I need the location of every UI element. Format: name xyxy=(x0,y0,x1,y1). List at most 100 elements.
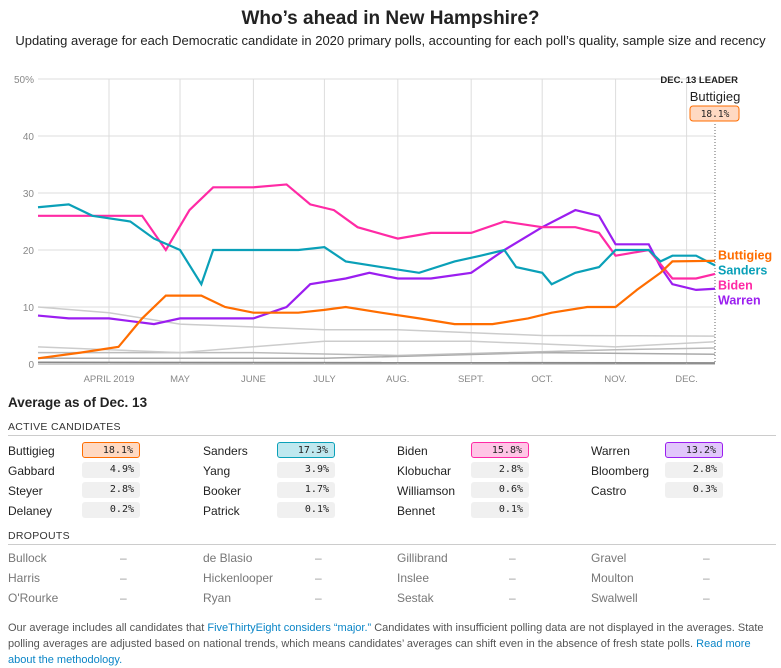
candidate-row: Delaney 0.2% Patrick 0.1% Bennet 0.1% xyxy=(8,502,778,522)
dropout-name: Sestak xyxy=(397,591,434,605)
x-tick-label: MAY xyxy=(170,374,191,385)
y-tick-label: 20 xyxy=(23,246,35,257)
leader-name: Buttigieg xyxy=(690,89,741,104)
dropout-value: – xyxy=(315,591,322,605)
active-label: ACTIVE CANDIDATES xyxy=(8,421,121,433)
dropout-name: Bullock xyxy=(8,551,47,565)
dropout-value: – xyxy=(509,551,516,565)
page-title: Who’s ahead in New Hampshire? xyxy=(241,8,540,29)
dropout-row: O'Rourke – Ryan – Sestak – Swalwell – xyxy=(8,589,778,609)
dropouts-label: DROPOUTS xyxy=(8,530,70,542)
dropout-value: – xyxy=(315,571,322,585)
candidate-average: 0.6% xyxy=(471,482,529,498)
candidate-row: Gabbard 4.9% Yang 3.9% Klobuchar 2.8% Bloomber… xyxy=(8,462,778,482)
candidate-name: Warren xyxy=(591,444,630,458)
candidate-average: 3.9% xyxy=(277,462,335,478)
candidate-name: Castro xyxy=(591,484,627,498)
dropout-value: – xyxy=(120,571,127,585)
candidate-name: Sanders xyxy=(203,444,248,458)
x-tick-label: AUG. xyxy=(386,374,409,385)
candidate-name: Yang xyxy=(203,464,231,478)
dropout-value: – xyxy=(120,551,127,565)
dropout-name: Inslee xyxy=(397,571,430,585)
minor-candidate-line xyxy=(37,306,716,337)
dropout-name: Gravel xyxy=(591,551,627,565)
dropout-value: – xyxy=(703,591,710,605)
dropout-name: O'Rourke xyxy=(8,591,59,605)
candidate-name: Bloomberg xyxy=(591,464,650,478)
candidate-name: Buttigieg xyxy=(8,444,55,458)
methodology-link[interactable]: Read more about the methodology. xyxy=(8,638,751,666)
x-tick-label: SEPT. xyxy=(458,374,484,385)
dropout-name: Swalwell xyxy=(591,591,638,605)
x-tick-label: JULY xyxy=(313,374,336,385)
candidate-average: 0.2% xyxy=(82,502,140,518)
biden-line xyxy=(38,183,716,280)
candidate-name: Biden xyxy=(397,444,428,458)
candidate-name: Bennet xyxy=(397,504,436,518)
leader-badge xyxy=(689,105,740,122)
candidate-average: 2.8% xyxy=(665,462,723,478)
candidate-average: 2.8% xyxy=(471,462,529,478)
dropout-value: – xyxy=(315,551,322,565)
warren-line xyxy=(37,208,716,326)
candidate-name: Steyer xyxy=(8,484,43,498)
series-label: Sanders xyxy=(718,263,767,277)
y-tick-label: 40 xyxy=(23,132,35,143)
dropout-value: – xyxy=(509,591,516,605)
sanders-line xyxy=(37,203,716,287)
x-tick-label: JUNE xyxy=(241,374,266,385)
x-tick-label: OCT. xyxy=(531,374,553,385)
series-label: Biden xyxy=(718,278,753,292)
dropout-name: Ryan xyxy=(203,591,232,605)
divider xyxy=(8,544,776,545)
series-label: Warren xyxy=(718,293,761,307)
dropout-name: Harris xyxy=(8,571,40,585)
candidate-name: Patrick xyxy=(203,504,240,518)
divider xyxy=(8,435,776,436)
dropout-value: – xyxy=(703,571,710,585)
candidate-row: Steyer 2.8% Booker 1.7% Williamson 0.6% Castro… xyxy=(8,482,778,502)
candidate-average: 0.3% xyxy=(665,482,723,498)
candidate-name: Delaney xyxy=(8,504,53,518)
candidate-average: 0.1% xyxy=(471,502,529,518)
dropout-name: Moulton xyxy=(591,571,634,585)
major-link[interactable]: FiveThirtyEight considers “major.” xyxy=(207,622,372,634)
candidate-average: 4.9% xyxy=(82,462,140,478)
candidate-average: 13.2% xyxy=(665,442,723,458)
minor-candidate-line xyxy=(37,361,716,364)
x-tick-label: DEC. xyxy=(675,374,698,385)
subtitle: Updating average for each Democratic can… xyxy=(15,33,766,48)
candidate-average: 15.8% xyxy=(471,442,529,458)
y-tick-label: 50% xyxy=(14,75,34,86)
dropout-row: Harris – Hickenlooper – Inslee – Moulton – xyxy=(8,569,778,589)
x-tick-label: APRIL 2019 xyxy=(84,374,135,385)
minor-candidate-line xyxy=(38,347,716,357)
candidate-name: Williamson xyxy=(397,484,456,498)
candidate-name: Klobuchar xyxy=(397,464,452,478)
leader-label: DEC. 13 LEADER xyxy=(660,75,738,86)
buttigieg-line xyxy=(37,259,716,360)
footnote-text: Candidates with insufficient polling dat… xyxy=(8,622,764,650)
polling-chart: 50% 40 30 20 10 0 APRIL 2019 MAY JUNE JULY AUG. SEP… xyxy=(14,75,772,385)
y-tick-label: 0 xyxy=(28,360,34,371)
candidate-average: 18.1% xyxy=(82,442,140,458)
series-label: Buttigieg xyxy=(718,248,772,262)
dropout-value: – xyxy=(509,571,516,585)
candidate-average: 2.8% xyxy=(82,482,140,498)
minor-candidate-line xyxy=(38,351,716,360)
footnote-text: Our average includes all candidates that xyxy=(8,622,208,634)
y-tick-label: 30 xyxy=(23,189,35,200)
minor-candidate-line xyxy=(37,340,716,354)
candidate-average: 0.1% xyxy=(277,502,335,518)
y-tick-label: 10 xyxy=(23,303,35,314)
dropout-row: Bullock – de Blasio – Gillibrand – Gravel – xyxy=(8,549,778,569)
candidate-average: 1.7% xyxy=(277,482,335,498)
candidate-name: Gabbard xyxy=(8,464,55,478)
dropout-name: Hickenlooper xyxy=(203,571,274,585)
dropout-name: Gillibrand xyxy=(397,551,448,565)
leader-value: 18.1% xyxy=(701,109,730,120)
footnote: Our average includes all candidates that… xyxy=(8,620,773,668)
dropout-value: – xyxy=(120,591,127,605)
summary-heading: Average as of Dec. 13 xyxy=(8,395,148,410)
